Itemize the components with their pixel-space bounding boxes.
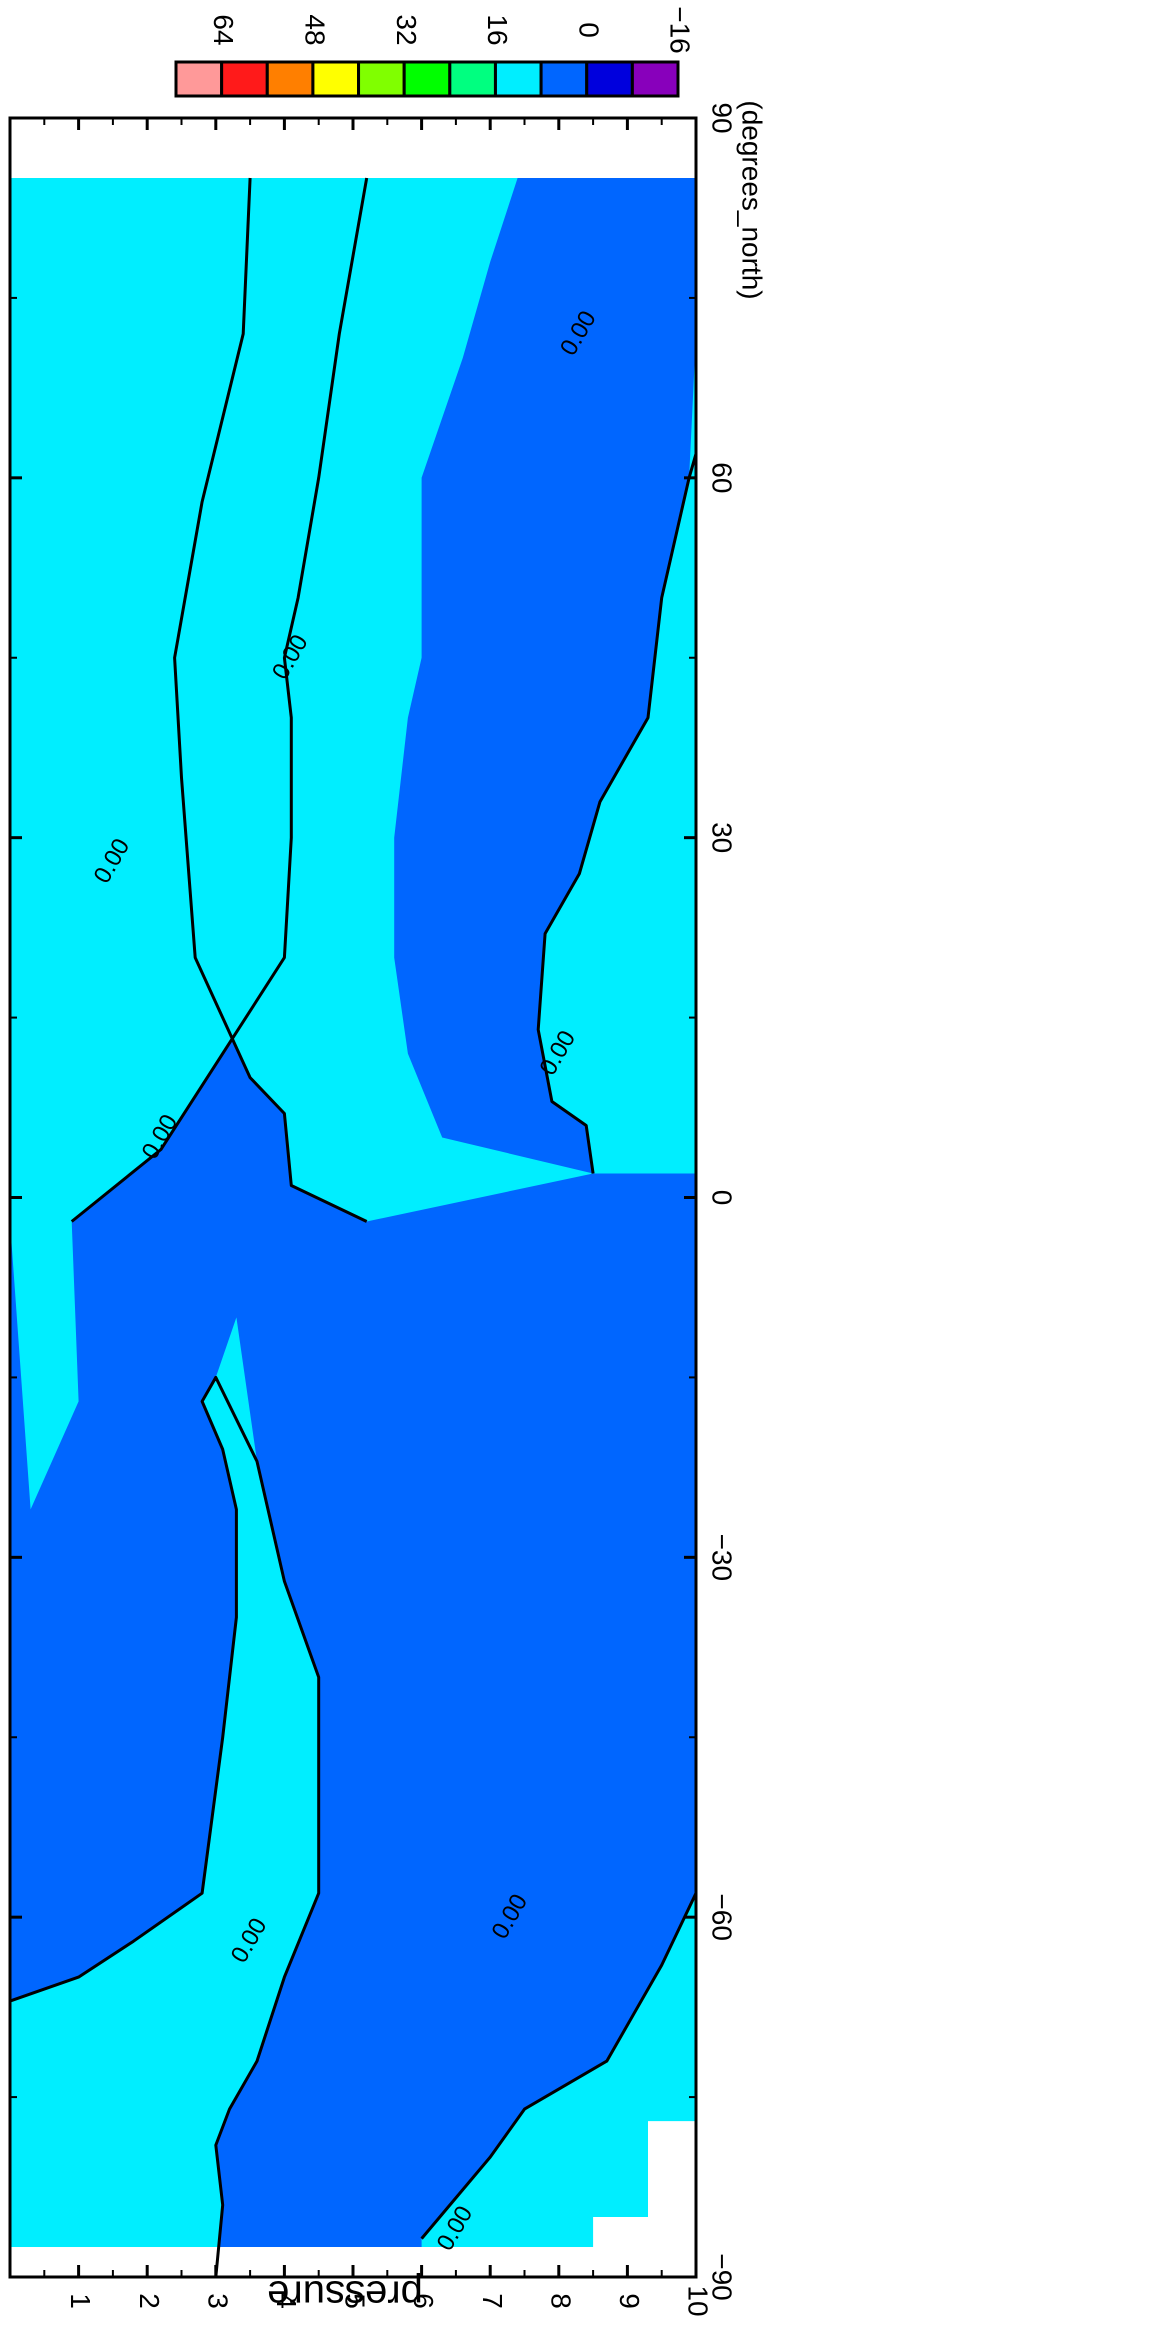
- pressure-tick-label: 9: [614, 2293, 645, 2309]
- colorbar-swatch: [585, 60, 634, 98]
- colorbar-tick-label: 16: [482, 14, 513, 45]
- colorbar-swatch: [357, 60, 406, 98]
- pressure-tick-label: 2: [134, 2293, 165, 2309]
- lat-tick-label: 60: [707, 462, 738, 493]
- contour-line-2: [420, 1892, 698, 2240]
- x-axis-units-label: (degrees_north): [737, 100, 768, 299]
- pressure-tick-label: 4: [271, 2293, 302, 2309]
- lat-tick-label: −30: [707, 1534, 738, 1582]
- lat-tick-label: −90: [707, 2253, 738, 2301]
- colorbar-swatch: [539, 60, 589, 98]
- colorbar-swatch: [448, 60, 497, 98]
- pressure-tick-label: 8: [545, 2293, 576, 2309]
- colorbar-tick-label: 64: [208, 14, 239, 45]
- colorbar-tick-label: −16: [665, 6, 696, 54]
- colorbar: 64 48 32 16 0 −16: [174, 6, 696, 98]
- colorbar-swatch: [220, 60, 269, 98]
- plot-area: [10, 118, 697, 2277]
- y-axis-label: pressure: [267, 2272, 423, 2316]
- colorbar-swatch: [311, 60, 361, 98]
- pressure-tick-label: 6: [408, 2293, 439, 2309]
- colorbar-frame: [174, 60, 680, 98]
- contour-line-4: [173, 177, 368, 1223]
- lat-tick-label: 0: [707, 1190, 738, 1206]
- colorbar-swatch: [265, 60, 315, 98]
- positive-region-4: [10, 178, 168, 958]
- pressure-tick-label: 1: [65, 2293, 96, 2309]
- colorbar-swatch: [402, 60, 452, 98]
- contour-line-3: [70, 177, 369, 1223]
- missing-data-notch: [593, 2121, 696, 2277]
- colorbar-swatch: [493, 60, 543, 98]
- positive-region-2: [421, 1893, 696, 2277]
- pressure-tick-label: 10: [683, 2285, 714, 2316]
- lat-tick-label: 90: [707, 102, 738, 133]
- axes: −90 −60 −30 0 30 60 90 1 2 3 4 5 6 7 8 9 10: [10, 102, 738, 2317]
- contour-line-5: [536, 453, 698, 1174]
- colorbar-tick-label: 32: [391, 14, 422, 45]
- colorbar-tick-label: 48: [300, 14, 331, 45]
- positive-region-5: [174, 178, 697, 1222]
- pressure-tick-label: 3: [202, 2293, 233, 2309]
- positive-region-1: [10, 1317, 319, 2277]
- colorbar-tick-label: 0: [573, 22, 604, 38]
- lat-tick-label: 30: [707, 822, 738, 853]
- lat-tick-label: −60: [707, 1893, 738, 1941]
- pressure-tick-label: 7: [477, 2293, 508, 2309]
- colorbar-swatch: [174, 60, 224, 98]
- pressure-tick-label: 5: [340, 2293, 371, 2309]
- colorbar-swatch: [630, 60, 680, 98]
- contour-line-1: [9, 1375, 321, 2278]
